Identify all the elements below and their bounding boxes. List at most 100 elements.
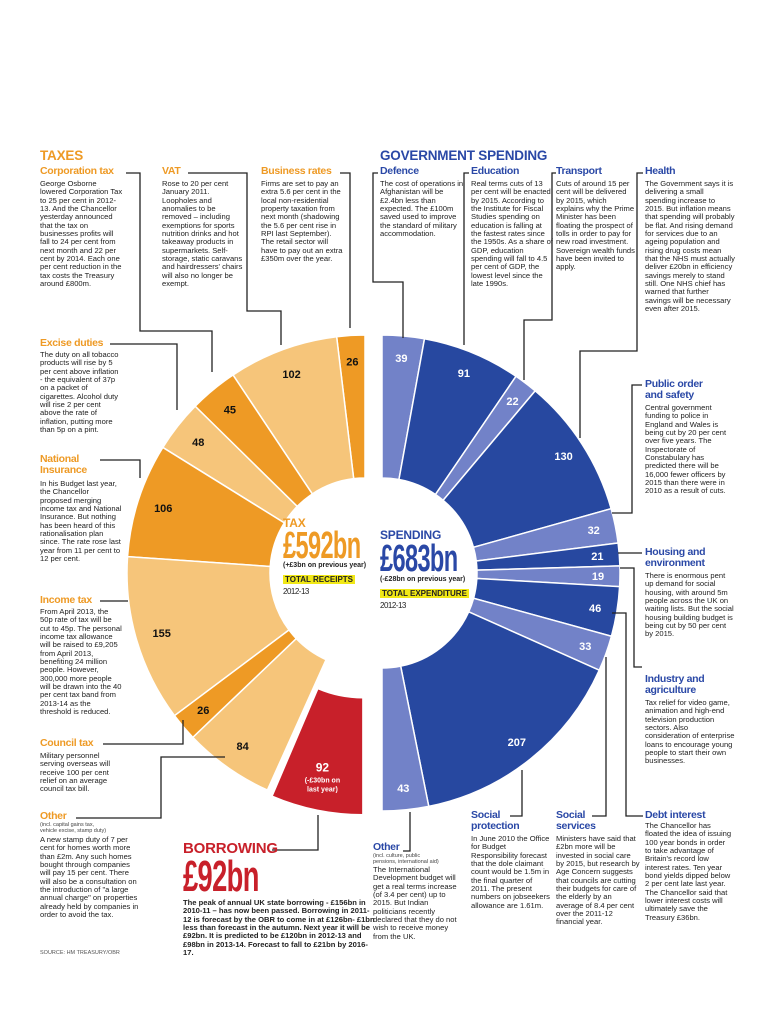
borrowing-title: BORROWING bbox=[183, 840, 278, 857]
borrowing-text: The peak of annual UK state borrowing - … bbox=[183, 898, 375, 958]
defence-text: The cost of operations in Afghanistan wi… bbox=[380, 179, 464, 239]
housing-block: Housing and environment There is enormou… bbox=[645, 547, 735, 639]
social-protection-text: In June 2010 the Office for Budget Respo… bbox=[471, 834, 550, 910]
income-tax-block: Income tax From April 2013, the 50p rate… bbox=[40, 595, 122, 716]
defence-title: Defence bbox=[380, 165, 419, 177]
leader-social-services bbox=[592, 657, 607, 817]
spending-year: 2012-13 bbox=[380, 601, 406, 610]
health-title: Health bbox=[645, 165, 676, 177]
leader-lines bbox=[76, 172, 643, 852]
tax-value-label: 102 bbox=[282, 369, 300, 381]
leader-vat bbox=[188, 172, 282, 345]
transport-title: Transport bbox=[556, 165, 602, 177]
spending-total-block: SPENDING £683bn (-£28bn on previous year… bbox=[380, 528, 505, 610]
housing-title: Housing and environment bbox=[645, 546, 706, 569]
vat-text: Rose to 20 per cent January 2011. Loopho… bbox=[162, 179, 243, 289]
spending-wedge bbox=[399, 610, 601, 808]
other-tax-text: A new stamp duty of 7 per cent for homes… bbox=[40, 835, 139, 920]
leader-other-spending bbox=[403, 812, 411, 852]
ni-title: National Insurance bbox=[40, 453, 87, 476]
borrowing-value-label: 92 bbox=[316, 760, 330, 774]
education-text: Real terms cuts of 13 per cent will be e… bbox=[471, 179, 553, 289]
tax-total-block: TAX £592bn (+£3bn on previous year) TOTA… bbox=[283, 516, 408, 596]
tax-label: TAX bbox=[283, 516, 306, 530]
health-text: The Government says it is delivering a s… bbox=[645, 179, 735, 314]
corporation-tax-title: Corporation tax bbox=[40, 165, 114, 177]
corporation-tax-block: Corporation tax George Osborne lowered C… bbox=[40, 166, 124, 288]
tax-value-label: 106 bbox=[154, 503, 172, 515]
leader-industry bbox=[620, 567, 642, 668]
transport-block: Transport Cuts of around 15 per cent wil… bbox=[556, 166, 636, 272]
income-tax-title: Income tax bbox=[40, 594, 92, 606]
spending-value-label: 19 bbox=[592, 571, 604, 583]
vat-block: VAT Rose to 20 per cent January 2011. Lo… bbox=[162, 166, 246, 288]
other-tax-block: Other (incl. capital gains tax, vehicle … bbox=[40, 811, 140, 919]
leader-excise bbox=[110, 343, 178, 410]
tax-value-label: 26 bbox=[197, 705, 209, 717]
other-spending-text: The International Development budget wil… bbox=[373, 865, 457, 941]
spending-heading: GOVERNMENT SPENDING bbox=[380, 148, 548, 163]
social-protection-block: Social protection In June 2010 the Offic… bbox=[471, 810, 551, 910]
tax-value-label: 84 bbox=[236, 741, 249, 753]
tax-total-label: TOTAL RECEIPTS bbox=[283, 575, 356, 584]
tax-value-label: 155 bbox=[152, 628, 170, 640]
other-tax-subtitle: (incl. capital gains tax, vehicle excise… bbox=[40, 822, 107, 834]
leader-other-tax bbox=[76, 756, 225, 819]
business-rates-text: Firms are set to pay an extra 5.6 per ce… bbox=[261, 179, 343, 264]
spending-value-label: 21 bbox=[591, 551, 603, 563]
debt-interest-text: The Chancellor has floated the idea of i… bbox=[645, 821, 732, 922]
leader-council bbox=[103, 720, 184, 745]
social-services-title: Social services bbox=[556, 809, 596, 832]
spending-wedge bbox=[442, 389, 613, 549]
other-tax-title: Other bbox=[40, 810, 67, 822]
spending-value-label: 46 bbox=[589, 603, 601, 615]
tax-year: 2012-13 bbox=[283, 587, 309, 596]
public-order-text: Central government funding to police in … bbox=[645, 403, 727, 496]
leader-business-rates bbox=[340, 172, 351, 328]
housing-text: There is enormous pent up demand for soc… bbox=[645, 571, 734, 639]
spending-value-label: 32 bbox=[588, 525, 600, 537]
leader-public-order bbox=[612, 384, 642, 514]
industry-block: Industry and agriculture Tax relief for … bbox=[645, 674, 735, 766]
debt-interest-title: Debt interest bbox=[645, 809, 706, 821]
borrowing-amount: £92bn bbox=[183, 852, 259, 901]
leader-borrowing bbox=[272, 815, 319, 851]
spending-amount: £683bn bbox=[380, 538, 458, 580]
taxes-heading: TAXES bbox=[40, 148, 84, 163]
spending-value-label: 130 bbox=[554, 451, 572, 463]
spending-value-label: 33 bbox=[579, 641, 591, 653]
ni-text: In his Budget last year, the Chancellor … bbox=[40, 479, 122, 564]
public-order-title: Public order and safety bbox=[645, 378, 703, 401]
social-services-text: Ministers have said that £2bn more will … bbox=[556, 834, 640, 927]
council-tax-block: Council tax Military personnel serving o… bbox=[40, 738, 126, 794]
leader-corporation bbox=[126, 172, 213, 372]
income-tax-text: From April 2013, the 50p rate of tax wil… bbox=[40, 607, 122, 717]
spending-change: (-£28bn on previous year) bbox=[380, 576, 466, 583]
education-title: Education bbox=[471, 165, 520, 177]
vat-title: VAT bbox=[162, 165, 181, 177]
other-spending-block: Other (incl. culture, public pensions, i… bbox=[373, 842, 459, 941]
leader-transport bbox=[523, 172, 556, 380]
excise-text: The duty on all tobacco products will ri… bbox=[40, 350, 119, 435]
leader-ni bbox=[100, 459, 141, 478]
spending-total-label: TOTAL EXPENDITURE bbox=[380, 589, 469, 598]
leader-education bbox=[463, 172, 469, 345]
spending-value-label: 22 bbox=[506, 396, 518, 408]
spending-value-label: 39 bbox=[395, 353, 407, 365]
borrowing-note-label: (-£30bn on bbox=[305, 777, 340, 784]
tax-change: (+£3bn on previous year) bbox=[283, 562, 367, 569]
corporation-tax-text: George Osborne lowered Corporation Tax t… bbox=[40, 179, 123, 289]
business-rates-title: Business rates bbox=[261, 165, 332, 177]
excise-block: Excise duties The duty on all tobacco pr… bbox=[40, 338, 122, 434]
leader-debt bbox=[612, 612, 643, 817]
leader-defence bbox=[372, 172, 404, 338]
social-services-block: Social services Ministers have said that… bbox=[556, 810, 640, 927]
debt-interest-block: Debt interest The Chancellor has floated… bbox=[645, 810, 733, 922]
health-block: Health The Government says it is deliver… bbox=[645, 166, 735, 314]
education-block: Education Real terms cuts of 13 per cent… bbox=[471, 166, 553, 288]
public-order-block: Public order and safety Central governme… bbox=[645, 379, 735, 496]
leader-social-protection bbox=[510, 770, 523, 817]
spending-value-label: 207 bbox=[508, 737, 526, 749]
transport-text: Cuts of around 15 per cent will be deliv… bbox=[556, 179, 635, 272]
